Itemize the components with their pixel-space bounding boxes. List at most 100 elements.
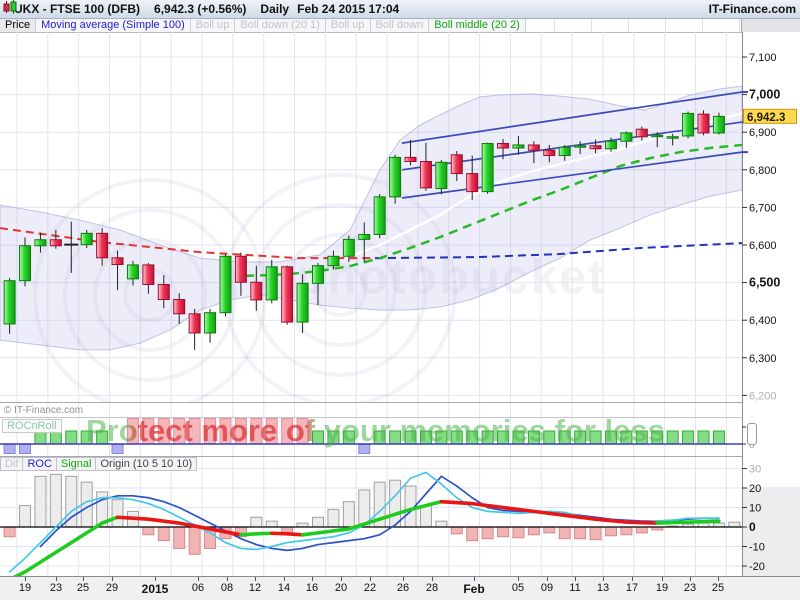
candle [389,154,402,204]
indicator-tab-row: Price Moving average (Simple 100) Boll up B… [0,19,800,33]
roc-axis-label: 0 [749,520,756,534]
candle [373,194,386,239]
copyright-label: © IT-Finance.com [4,405,84,416]
x-axis-label: 23 [49,582,63,594]
candle [157,275,170,309]
y-axis-label: 7,100 [749,52,777,64]
candle [142,263,155,294]
roc-bar-neg [3,526,16,538]
panel-scrollbar-handle[interactable] [747,423,757,445]
roc-bar-pos [49,473,62,528]
x-axis-label: 26 [396,582,410,594]
tab-signal[interactable]: Signal [56,457,97,471]
tab-boll-up[interactable]: Boll up [325,19,371,32]
roc-axis-label: 20 [749,483,761,495]
roc-bar-neg [589,526,602,541]
roc-bar-pos [389,479,402,528]
rocnroll-bar-down [3,444,16,454]
tab-moving-average-simple-100-[interactable]: Moving average (Simple 100) [36,19,191,32]
panel-separator [0,417,742,418]
roc-bar-neg [173,526,186,549]
roc-axis-bg [742,487,800,576]
photobucket-tagline-watermark: Protect more of your memories for less [86,413,748,450]
roc-bar-pos [435,520,448,528]
x-axis-label: 12 [248,582,262,594]
tab-boll-middle-20-2-[interactable]: Boll middle (20 2) [429,19,526,32]
candle [296,274,309,333]
roc-bar-pos [34,475,47,528]
rocnroll-axis-0: 0 [749,440,755,451]
rocnroll-panel [0,418,742,454]
x-tick [255,577,256,581]
signal-line-green [239,531,274,537]
title-bar: UKX - FTSE 100 (DFB) 6,942.3 (+0.56%) Da… [0,0,800,19]
candle [234,252,247,296]
candle [558,144,571,161]
main-chart-panel [0,85,742,402]
trend-channel-line [401,91,742,144]
last-price-tag-text: 6,942.3 [747,112,785,124]
candle [697,110,710,136]
tab-origin-10-5-10-10-[interactable]: Origin (10 5 10 10) [96,457,198,471]
roc-bar-neg [543,526,556,534]
roc-bar-neg [512,526,525,539]
tab-boll-down[interactable]: Boll down [370,19,430,32]
roc-bar-neg [466,526,479,542]
roc-axis-label: 10 [749,503,761,515]
roc-bar-neg [574,526,587,540]
x-tick [547,577,548,581]
rocnroll-bar-down [19,444,32,454]
roc-bar-neg [481,526,494,540]
candle [589,139,602,154]
x-axis-label: 2015 [141,582,169,596]
roc-bar-pos [342,501,355,528]
x-tick [155,577,156,581]
y-axis-label: 6,300 [749,353,777,365]
candle [250,265,263,311]
x-tick [432,577,433,581]
y-axis-label: 6,900 [749,127,777,139]
candle [604,137,617,152]
last-price: 6,942.3 (+0.56%) [154,2,247,16]
x-axis-label: 22 [363,582,377,594]
roc-bar-pos [419,505,432,528]
x-tick [83,577,84,581]
tab-boll-down-20-1-[interactable]: Boll down (20 1) [235,19,326,32]
candle [481,142,494,194]
y-axis-label: 7,000 [749,88,780,102]
datetime-label: Feb 24 2015 17:04 [297,2,400,16]
roc-panel [0,471,742,576]
tab-roc[interactable]: ROC [23,457,57,471]
roc-axis-label: 30 [749,464,761,476]
ma100-red-dashed [0,227,375,260]
x-tick [312,577,313,581]
x-tick [284,577,285,581]
roc-bar-neg [450,526,463,535]
candle [404,139,417,166]
watermark-circles [313,263,367,317]
roc-bar-neg [188,526,201,555]
candle [3,278,16,334]
roc-bar-pos [312,516,324,528]
y-axis-label: 6,500 [749,276,780,290]
trend-channel-line [401,151,742,199]
tab-price[interactable]: Price [0,19,37,32]
tab-rocnroll[interactable]: ROCnRoll [2,419,62,433]
tab-boll-up[interactable]: Boll up [190,19,236,32]
candle [419,142,432,191]
candle [527,141,540,164]
y-axis-label: 6,200 [749,390,777,402]
last-price-tag [743,108,797,124]
tab-dif[interactable]: Dif [0,457,24,471]
x-tick [518,577,519,581]
roc-bar-pos [250,516,263,528]
candle [96,228,109,266]
x-tick [227,577,228,581]
roc-bar-neg [620,526,633,536]
signal-line-red [269,531,305,537]
candle [327,250,340,270]
roc-bar-pos [111,499,124,528]
roc-bar-neg [558,526,571,540]
roc-bar-pos [65,475,78,528]
